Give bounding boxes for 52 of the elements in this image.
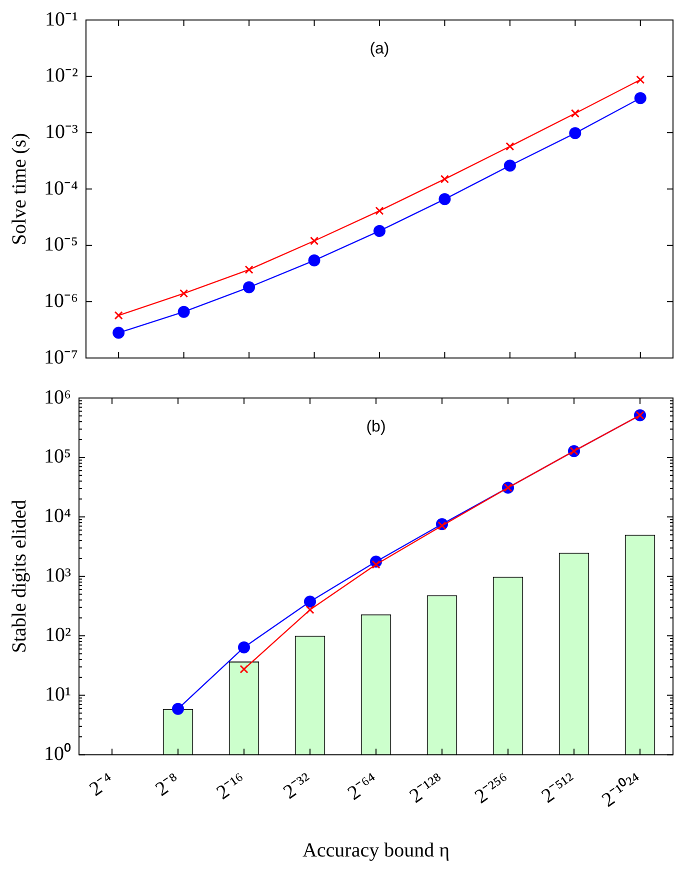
y-tick-label: 10⁵ (44, 446, 71, 468)
point (243, 281, 256, 294)
point (438, 521, 446, 530)
y-tick-label: 10⁶ (44, 386, 72, 408)
y-tick-label: 10⁻² (44, 64, 78, 87)
point (569, 127, 582, 140)
point (636, 75, 645, 84)
y-axis-title: Stable digits elided (8, 500, 30, 654)
y-tick-label: 10¹ (45, 683, 71, 706)
point (375, 206, 384, 216)
point (178, 306, 190, 318)
y-tick-label: 10³ (45, 564, 71, 587)
x-tick-label: 2⁻⁴ (86, 768, 118, 801)
x-tick-label: 2⁻¹⁶ (212, 768, 250, 804)
annotation: (a) (370, 40, 390, 58)
point (112, 326, 125, 339)
y-tick-label: 10⁻⁷ (44, 346, 78, 368)
point (304, 596, 316, 608)
point (504, 160, 516, 172)
point (308, 254, 320, 266)
point (306, 605, 314, 614)
y-axis-title: Solve time (s) (8, 132, 30, 246)
y-tick-label: 10⁻¹ (44, 8, 78, 30)
y-tick-label: 10⁰ (44, 742, 71, 765)
point (438, 193, 451, 206)
y-tick-label: 10⁴ (44, 505, 72, 528)
point (114, 311, 123, 320)
point (310, 236, 319, 246)
x-tick-label: 2⁻²⁵⁶ (470, 768, 514, 808)
annotation: (b) (366, 418, 386, 436)
y-tick-label: 10⁻⁴ (44, 177, 78, 200)
x-tick-label: 2⁻¹²⁸ (406, 768, 448, 808)
x-tick-label: 2⁻⁸ (152, 768, 184, 801)
x-tick-label: 2⁻⁶⁴ (344, 768, 382, 805)
point (570, 109, 580, 118)
point (373, 224, 386, 237)
x-tick-label: 2⁻⁵¹² (538, 768, 580, 808)
y-tick-label: 10² (45, 624, 71, 646)
point (180, 289, 188, 298)
y-tick-label: 10⁻³ (44, 120, 78, 143)
point (172, 702, 184, 715)
point (440, 174, 449, 184)
point (634, 92, 646, 104)
y-tick-label: 10⁻⁶ (44, 290, 78, 312)
x-tick-label: 2⁻¹⁰²⁴ (597, 768, 646, 812)
x-tick-label: 2⁻³² (280, 768, 316, 804)
y-tick-label: 10⁻⁵ (44, 234, 78, 256)
x-axis-title: Accuracy bound η (302, 839, 450, 862)
point (240, 664, 248, 674)
point (244, 265, 254, 274)
point (238, 641, 250, 654)
point (506, 142, 514, 151)
